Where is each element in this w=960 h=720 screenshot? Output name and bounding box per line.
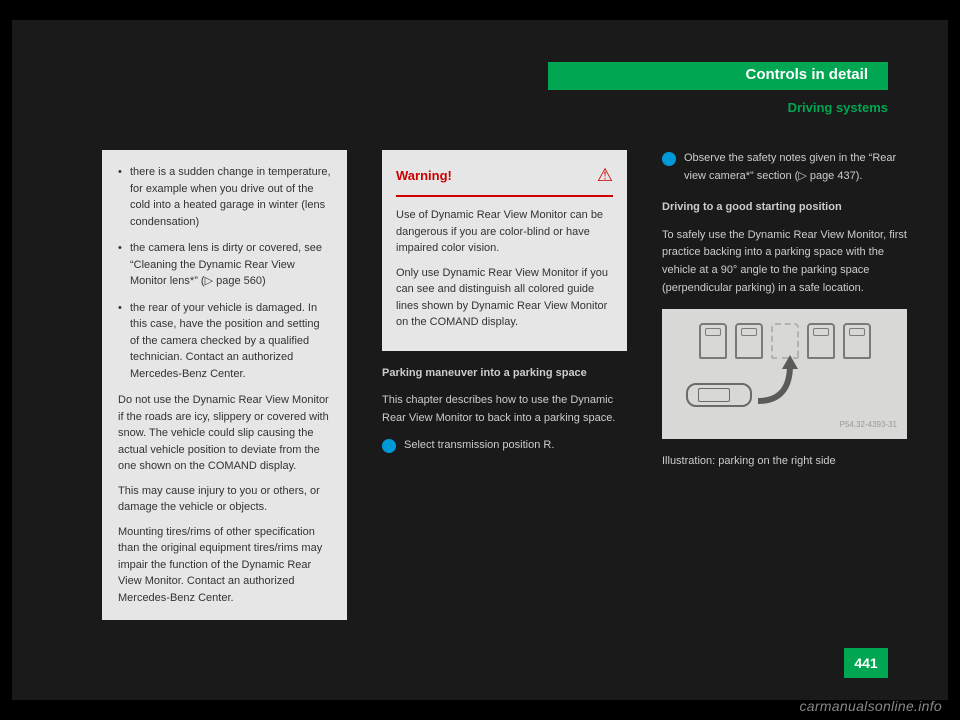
column-1: there is a sudden change in temperature,…	[102, 150, 347, 620]
body-text: Illustration: parking on the right side	[662, 453, 907, 471]
parking-diagram: P54.32-4393-31	[662, 309, 907, 439]
section-heading: Parking maneuver into a parking space	[382, 365, 627, 383]
empty-slot-icon	[771, 323, 799, 359]
warning-header: Warning! ⚠	[396, 162, 613, 197]
warning-box: Warning! ⚠ Use of Dynamic Rear View Moni…	[382, 150, 627, 351]
body-paragraph: To safely use the Dynamic Rear View Moni…	[662, 227, 907, 297]
step-text: Select transmission position R.	[404, 437, 554, 455]
parked-car-icon	[843, 323, 871, 359]
body-text: Parking maneuver into a parking space Th…	[382, 365, 627, 455]
warning-title: Warning!	[396, 166, 452, 186]
parking-slots-row	[676, 323, 893, 359]
warning-text: Use of Dynamic Rear View Monitor can be …	[396, 207, 613, 257]
body-text: Observe the safety notes given in the “R…	[662, 150, 907, 297]
column-3: Observe the safety notes given in the “R…	[662, 150, 907, 481]
caution-item: the camera lens is dirty or covered, see…	[118, 240, 331, 290]
illustration-caption: Illustration: parking on the right side	[662, 453, 907, 471]
caution-list: there is a sudden change in temperature,…	[118, 164, 331, 382]
body-paragraph: This chapter describes how to use the Dy…	[382, 392, 627, 427]
instruction-step: Observe the safety notes given in the “R…	[662, 150, 907, 185]
caution-item: the rear of your vehicle is damaged. In …	[118, 300, 331, 383]
parked-car-icon	[735, 323, 763, 359]
caution-text: Mounting tires/rims of other specificati…	[118, 524, 331, 607]
manual-page: Controls in detail Driving systems there…	[12, 20, 948, 700]
caution-text: Do not use the Dynamic Rear View Monitor…	[118, 392, 331, 475]
caution-item: there is a sudden change in temperature,…	[118, 164, 331, 230]
caution-box: there is a sudden change in temperature,…	[102, 150, 347, 620]
parked-car-icon	[699, 323, 727, 359]
diagram-ref-label: P54.32-4393-31	[840, 419, 897, 431]
vehicle-icon	[686, 383, 752, 407]
step-bullet-icon	[382, 439, 396, 453]
step-bullet-icon	[662, 152, 676, 166]
header-title: Controls in detail	[745, 66, 868, 83]
header-subtitle: Driving systems	[788, 100, 888, 115]
column-2: Warning! ⚠ Use of Dynamic Rear View Moni…	[382, 150, 627, 463]
page-number-box: 441	[844, 648, 888, 678]
path-arrow-icon	[754, 355, 824, 415]
warning-icon: ⚠	[597, 162, 613, 189]
car-path	[676, 365, 893, 415]
page-number: 441	[854, 655, 877, 671]
parked-car-icon	[807, 323, 835, 359]
section-heading: Driving to a good starting position	[662, 199, 907, 217]
caution-text: This may cause injury to you or others, …	[118, 483, 331, 516]
instruction-step: Select transmission position R.	[382, 437, 627, 455]
step-text: Observe the safety notes given in the “R…	[684, 150, 907, 185]
watermark: carmanualsonline.info	[800, 698, 943, 714]
warning-text: Only use Dynamic Rear View Monitor if yo…	[396, 265, 613, 331]
